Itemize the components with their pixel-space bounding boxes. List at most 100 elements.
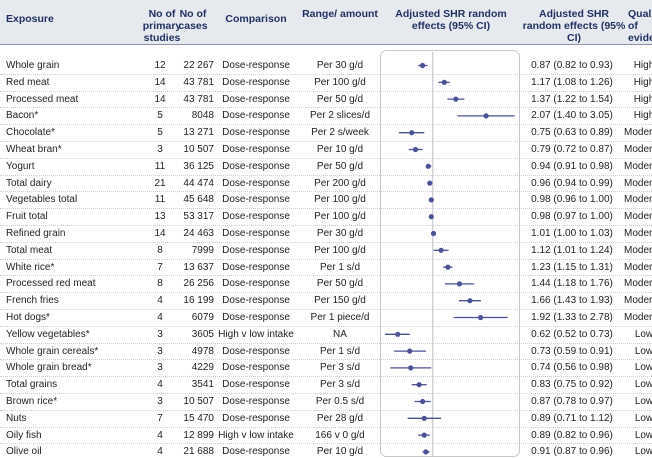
- range-cell: Per 100 g/d: [300, 244, 380, 257]
- point-estimate: [422, 433, 427, 438]
- point-estimate: [420, 399, 425, 404]
- point-estimate: [417, 382, 422, 387]
- cases-cell: 43 781: [170, 76, 214, 89]
- cases-cell: 21 688: [170, 445, 214, 458]
- row-divider: [0, 124, 652, 125]
- comparison-cell: High v low intake: [216, 429, 296, 442]
- comparison-cell: Dose-response: [216, 109, 296, 122]
- quality-cell: Low: [624, 361, 652, 374]
- ci-row: [408, 416, 441, 421]
- range-cell: Per 10 g/d: [300, 445, 380, 458]
- exposure-cell: Whole grain: [6, 59, 126, 72]
- shr-cell: 0.87 (0.82 to 0.93): [522, 59, 622, 72]
- exposure-cell: Nuts: [6, 412, 126, 425]
- shr-cell: 0.98 (0.97 to 1.00): [522, 210, 622, 223]
- shr-cell: 0.98 (0.96 to 1.00): [522, 193, 622, 206]
- forest-plot: [380, 50, 520, 457]
- range-cell: Per 150 g/d: [300, 294, 380, 307]
- exposure-cell: Yellow vegetables*: [6, 328, 126, 341]
- header-quality: Quality of evidence: [628, 8, 652, 44]
- range-cell: Per 1 s/d: [300, 345, 380, 358]
- exposure-cell: Total grains: [6, 378, 126, 391]
- quality-cell: Low: [624, 412, 652, 425]
- point-estimate: [483, 113, 488, 118]
- row-divider: [0, 242, 652, 243]
- ci-row: [412, 382, 427, 387]
- exposure-cell: French fries: [6, 294, 126, 307]
- exposure-cell: Olive oil: [6, 445, 126, 458]
- row-divider: [0, 326, 652, 327]
- shr-cell: 1.37 (1.22 to 1.54): [522, 93, 622, 106]
- comparison-cell: Dose-response: [216, 311, 296, 324]
- cases-cell: 10 507: [170, 143, 214, 156]
- row-divider: [0, 91, 652, 92]
- comparison-cell: Dose-response: [216, 210, 296, 223]
- point-estimate: [422, 416, 427, 421]
- cases-cell: 12 899: [170, 429, 214, 442]
- exposure-cell: Bacon*: [6, 109, 126, 122]
- range-cell: Per 10 g/d: [300, 143, 380, 156]
- exposure-cell: Yogurt: [6, 160, 126, 173]
- exposure-cell: Total dairy: [6, 177, 126, 190]
- cases-cell: 3541: [170, 378, 214, 391]
- row-divider: [0, 343, 652, 344]
- point-estimate: [438, 248, 443, 253]
- exposure-cell: Total meat: [6, 244, 126, 257]
- ci-row: [399, 130, 424, 135]
- cases-cell: 36 125: [170, 160, 214, 173]
- ci-row: [418, 63, 427, 68]
- comparison-cell: Dose-response: [216, 395, 296, 408]
- comparison-cell: Dose-response: [216, 193, 296, 206]
- shr-cell: 1.23 (1.15 to 1.31): [522, 261, 622, 274]
- cases-cell: 26 256: [170, 277, 214, 290]
- shr-cell: 0.96 (0.94 to 0.99): [522, 177, 622, 190]
- header-exposure: Exposure: [6, 13, 86, 25]
- exposure-cell: Processed meat: [6, 93, 126, 106]
- range-cell: Per 30 g/d: [300, 59, 380, 72]
- quality-cell: Low: [624, 378, 652, 391]
- cases-cell: 13 271: [170, 126, 214, 139]
- exposure-cell: Fruit total: [6, 210, 126, 223]
- shr-cell: 0.62 (0.52 to 0.73): [522, 328, 622, 341]
- shr-cell: 0.89 (0.71 to 1.12): [522, 412, 622, 425]
- shr-cell: 1.12 (1.01 to 1.24): [522, 244, 622, 257]
- ci-row: [429, 214, 434, 219]
- cases-cell: 10 507: [170, 395, 214, 408]
- ci-row: [394, 349, 426, 354]
- point-estimate: [478, 315, 483, 320]
- range-cell: NA: [300, 328, 380, 341]
- row-divider: [0, 292, 652, 293]
- ci-row: [445, 281, 474, 286]
- row-divider: [0, 107, 652, 108]
- point-estimate: [429, 197, 434, 202]
- quality-cell: Moderate: [624, 277, 652, 290]
- cases-cell: 13 637: [170, 261, 214, 274]
- row-divider: [0, 259, 652, 260]
- point-estimate: [395, 332, 400, 337]
- cases-cell: 22 267: [170, 59, 214, 72]
- shr-cell: 0.83 (0.75 to 0.92): [522, 378, 622, 391]
- row-divider: [0, 225, 652, 226]
- point-estimate: [453, 97, 458, 102]
- ci-row: [409, 147, 423, 152]
- cases-cell: 24 463: [170, 227, 214, 240]
- comparison-cell: Dose-response: [216, 126, 296, 139]
- ci-row: [427, 181, 432, 186]
- row-divider: [0, 376, 652, 377]
- exposure-cell: White rice*: [6, 261, 126, 274]
- range-cell: Per 30 g/d: [300, 227, 380, 240]
- cases-cell: 53 317: [170, 210, 214, 223]
- point-estimate: [467, 298, 472, 303]
- range-cell: Per 2 s/week: [300, 126, 380, 139]
- point-estimate: [409, 130, 414, 135]
- quality-cell: Moderate: [624, 244, 652, 257]
- shr-cell: 0.87 (0.78 to 0.97): [522, 395, 622, 408]
- point-estimate: [408, 365, 413, 370]
- ci-row: [454, 315, 508, 320]
- quality-cell: Moderate: [624, 160, 652, 173]
- exposure-cell: Brown rice*: [6, 395, 126, 408]
- point-estimate: [426, 164, 431, 169]
- comparison-cell: Dose-response: [216, 345, 296, 358]
- exposure-cell: Wheat bran*: [6, 143, 126, 156]
